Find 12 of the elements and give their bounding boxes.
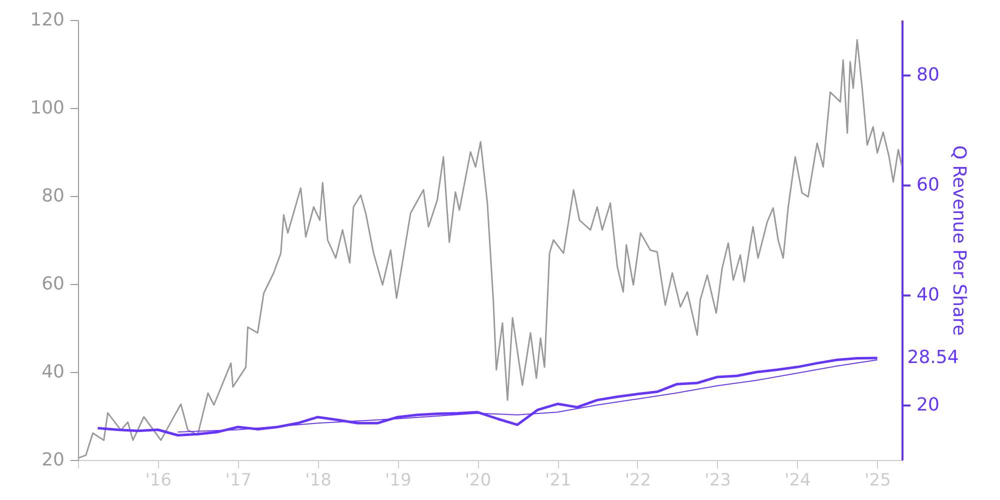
y-tick-label: 100 [30, 98, 64, 118]
y-tick-label: 60 [42, 274, 64, 294]
y-tick-label: 20 [42, 450, 64, 470]
data-label: 28.54 [907, 347, 959, 368]
y-tick-label: 80 [42, 186, 64, 206]
y2-tick-label: 60 [916, 174, 940, 196]
y-tick-label: 120 [30, 10, 64, 30]
y2-tick-label: 40 [916, 284, 940, 306]
y2-axis-title: Q Revenue Per Share [948, 145, 970, 336]
y-tick-label: 40 [42, 362, 64, 382]
y2-tick-label: 20 [916, 394, 940, 416]
y2-tick-label: 80 [916, 64, 940, 86]
